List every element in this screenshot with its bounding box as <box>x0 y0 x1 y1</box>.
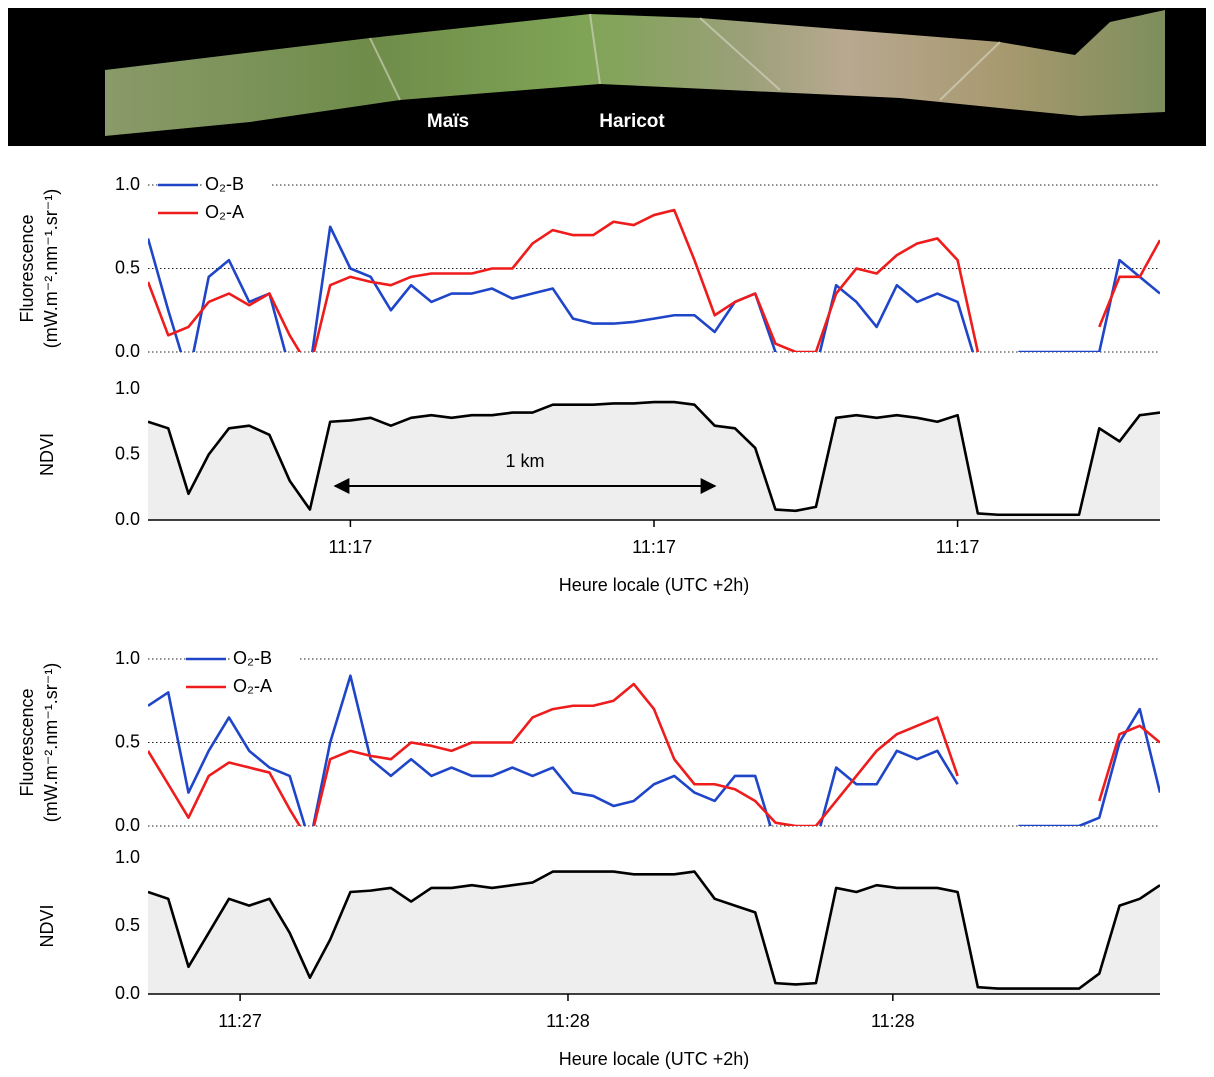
y-axis-label: Fluorescence <box>17 688 37 796</box>
legend-label: O₂-B <box>233 648 272 668</box>
series-line <box>148 225 1160 352</box>
series-line <box>148 674 1160 826</box>
y-tick-label: 0.0 <box>115 815 140 835</box>
y-tick-label: 0.5 <box>115 257 140 277</box>
plot: 0.0 0.5 1.0 Fluorescence (mW.m⁻².nm⁻¹.sr⁻¹) O… <box>17 648 1160 835</box>
y-tick-label: 1.0 <box>115 378 140 398</box>
legend-background <box>202 174 272 196</box>
x-tick-label: 11:27 <box>218 1011 262 1031</box>
x-tick-label: 11:28 <box>871 1011 915 1031</box>
legend-background <box>202 202 272 224</box>
legend-background <box>230 648 300 670</box>
legend-background <box>230 676 300 698</box>
y-tick-label: 1.0 <box>115 648 140 668</box>
aerial-banner: Maïs Haricot <box>8 8 1206 146</box>
x-tick-label: 11:17 <box>329 537 373 557</box>
plot: 0.0 0.5 1.0 Fluorescence (mW.m⁻².nm⁻¹.sr⁻¹) O… <box>17 174 1160 361</box>
x-axis-label: Heure locale (UTC +2h) <box>559 575 750 595</box>
y-tick-label: 1.0 <box>115 174 140 194</box>
x-tick-label: 11:17 <box>632 537 676 557</box>
plot: 0.0 0.5 1.0 11:27 11:28 11:28 Heure locale (UT… <box>37 847 1160 1069</box>
x-tick-label: 11:28 <box>546 1011 590 1031</box>
legend-label: O₂-B <box>205 174 244 194</box>
y-tick-label: 0.0 <box>115 341 140 361</box>
y-axis-label: NDVI <box>37 433 57 476</box>
y-axis-label: (mW.m⁻².nm⁻¹.sr⁻¹) <box>41 189 61 348</box>
y-axis-label: (mW.m⁻².nm⁻¹.sr⁻¹) <box>41 663 61 822</box>
y-tick-label: 0.0 <box>115 983 140 1003</box>
y-tick-label: 1.0 <box>115 847 140 867</box>
series-line <box>148 400 1160 517</box>
legend-label: O₂-A <box>205 202 244 222</box>
area-fill <box>148 402 1160 520</box>
y-axis-label: Fluorescence <box>17 214 37 322</box>
series-line <box>148 208 1160 352</box>
y-tick-label: 0.5 <box>115 915 140 935</box>
annotation-label: 1 km <box>505 451 544 471</box>
plot: 0.0 0.5 1.0 11:17 11:17 11:17 Heure locale (UT… <box>37 378 1160 595</box>
x-axis-label: Heure locale (UTC +2h) <box>559 1049 750 1069</box>
field-boundaries <box>369 13 1001 101</box>
x-tick-label: 11:17 <box>936 537 980 557</box>
y-tick-label: 0.0 <box>115 509 140 529</box>
area-fill <box>148 871 1160 994</box>
y-tick-label: 0.5 <box>115 443 140 463</box>
aerial-image <box>105 10 1165 136</box>
series-line <box>148 682 1160 826</box>
banner-label: Haricot <box>599 111 665 132</box>
series-line <box>148 870 1160 990</box>
legend-label: O₂-A <box>233 676 272 696</box>
y-axis-label: NDVI <box>37 904 57 947</box>
banner-label: Maïs <box>427 111 469 132</box>
y-tick-label: 0.5 <box>115 731 140 751</box>
